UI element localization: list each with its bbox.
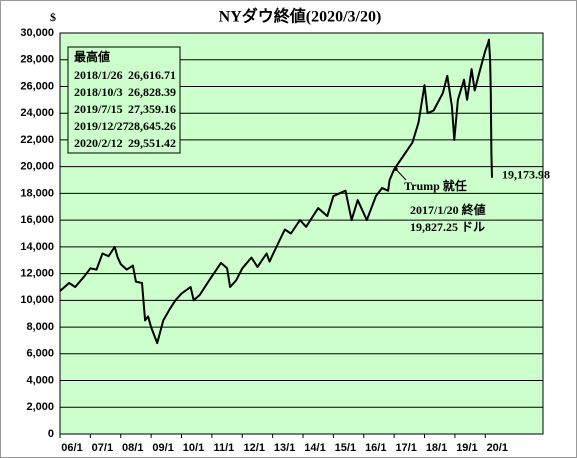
y-tick-label: 8,000 — [26, 321, 54, 333]
y-tick-label: 2,000 — [26, 401, 54, 413]
high-value: 28,645.26 — [128, 119, 176, 133]
x-tick-label: 19/1 — [456, 442, 477, 454]
x-tick-label: 12/1 — [244, 442, 265, 454]
high-value: 26,616.71 — [128, 68, 176, 82]
y-tick-label: 22,000 — [20, 134, 54, 146]
y-tick-label: 14,000 — [20, 241, 54, 253]
y-tick-label: 0 — [48, 428, 54, 440]
x-tick-label: 13/1 — [274, 442, 295, 454]
y-tick-label: 12,000 — [20, 268, 54, 280]
end-label: 19,173.98 — [502, 167, 550, 181]
inauguration-date: 2017/1/20 終値 — [410, 202, 486, 217]
y-tick-label: 30,000 — [20, 27, 54, 39]
inauguration-point — [393, 166, 398, 171]
y-tick-label: 6,000 — [26, 348, 54, 360]
high-date: 2019/12/27 — [74, 119, 129, 133]
y-tick-label: 18,000 — [20, 187, 54, 199]
x-tick-label: 08/1 — [122, 442, 143, 454]
x-tick-label: 14/1 — [304, 442, 325, 454]
x-tick-label: 09/1 — [152, 442, 173, 454]
y-unit: $ — [50, 10, 56, 24]
y-tick-label: 24,000 — [20, 107, 54, 119]
y-tick-label: 4,000 — [26, 374, 54, 386]
y-tick-label: 10,000 — [20, 294, 54, 306]
high-date: 2019/7/15 — [74, 102, 123, 116]
highs-title: 最高値 — [74, 49, 110, 64]
x-tick-label: 15/1 — [335, 442, 356, 454]
inauguration-value: 19,827.25 ドル — [410, 220, 485, 234]
y-tick-label: 26,000 — [20, 80, 54, 92]
chart-title: NYダウ終値(2020/3/20) — [219, 7, 382, 26]
high-value: 27,359.16 — [128, 102, 176, 116]
x-tick-label: 06/1 — [61, 442, 82, 454]
high-value: 26,828.39 — [128, 85, 176, 99]
x-tick-label: 07/1 — [92, 442, 113, 454]
x-tick-label: 17/1 — [395, 442, 416, 454]
x-tick-label: 20/1 — [487, 442, 508, 454]
x-tick-label: 11/1 — [213, 442, 234, 454]
y-tick-label: 16,000 — [20, 214, 54, 226]
high-value: 29,551.42 — [128, 136, 176, 150]
high-date: 2020/2/12 — [74, 136, 123, 150]
x-tick-label: 18/1 — [426, 442, 447, 454]
inauguration-label: Trump 就任 — [404, 178, 467, 193]
y-tick-label: 28,000 — [20, 54, 54, 66]
x-tick-label: 16/1 — [365, 442, 386, 454]
high-date: 2018/10/3 — [74, 85, 123, 99]
annotation-pointer — [395, 168, 407, 181]
high-date: 2018/1/26 — [74, 68, 123, 82]
price-line — [59, 38, 493, 345]
x-tick-label: 10/1 — [183, 442, 204, 454]
highs-box — [67, 46, 181, 154]
y-tick-label: 20,000 — [20, 161, 54, 173]
